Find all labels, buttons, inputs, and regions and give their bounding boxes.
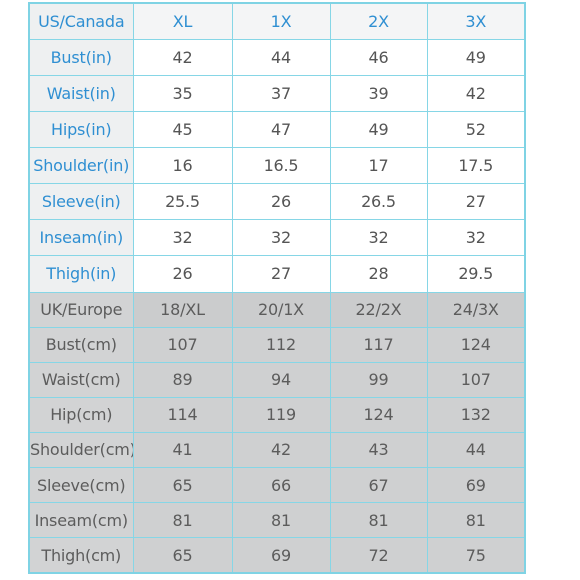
- table-cell: 32: [329, 219, 428, 257]
- row-label: Waist(cm): [28, 361, 134, 398]
- uk-size-222x-header: 22/2X: [329, 291, 428, 328]
- table-cell: 26: [132, 255, 233, 293]
- table-cell: 28: [329, 255, 428, 293]
- row-label: Shoulder(cm): [28, 431, 134, 469]
- table-cell: 32: [132, 219, 233, 257]
- uk-bust-row: Bust(cm) 107 112 117 124: [28, 326, 526, 363]
- table-cell: 81: [231, 502, 331, 539]
- table-cell: 75: [426, 537, 526, 574]
- row-label: Thigh(cm): [28, 537, 134, 574]
- us-sleeve-row: Sleeve(in) 25.5 26 26.5 27: [28, 183, 526, 221]
- row-label: Bust(in): [28, 38, 134, 76]
- table-cell: 65: [132, 467, 233, 504]
- size-chart-table: US/Canada XL 1X 2X 3X Bust(in) 42 44 46 …: [28, 2, 526, 574]
- row-label: Waist(in): [28, 74, 134, 112]
- uk-shoulder-row: Shoulder(cm) 41 42 43 44: [28, 431, 526, 469]
- uk-thigh-row: Thigh(cm) 65 69 72 75: [28, 537, 526, 574]
- table-cell: 46: [329, 38, 428, 76]
- size-chart-body: US/Canada XL 1X 2X 3X Bust(in) 42 44 46 …: [28, 2, 526, 574]
- row-label: Hips(in): [28, 110, 134, 149]
- uk-region-label: UK/Europe: [28, 291, 134, 328]
- table-cell: 29.5: [426, 255, 526, 293]
- table-cell: 25.5: [132, 183, 233, 221]
- uk-hip-row: Hip(cm) 114 119 124 132: [28, 396, 526, 433]
- row-label: Inseam(cm): [28, 502, 134, 539]
- table-cell: 52: [426, 110, 526, 149]
- table-cell: 27: [426, 183, 526, 221]
- table-cell: 32: [231, 219, 331, 257]
- table-cell: 17: [329, 146, 428, 185]
- table-cell: 67: [329, 467, 428, 504]
- table-cell: 42: [426, 74, 526, 112]
- table-cell: 69: [231, 537, 331, 574]
- table-cell: 112: [231, 326, 331, 363]
- row-label: Inseam(in): [28, 219, 134, 257]
- table-cell: 37: [231, 74, 331, 112]
- uk-size-243x-header: 24/3X: [426, 291, 526, 328]
- us-size-3x-header: 3X: [426, 2, 526, 40]
- row-label: Thigh(in): [28, 255, 134, 293]
- table-cell: 124: [329, 396, 428, 433]
- table-cell: 44: [231, 38, 331, 76]
- row-label: Shoulder(in): [28, 146, 134, 185]
- us-header-row: US/Canada XL 1X 2X 3X: [28, 2, 526, 40]
- row-label: Sleeve(cm): [28, 467, 134, 504]
- table-cell: 42: [231, 431, 331, 469]
- table-cell: 26.5: [329, 183, 428, 221]
- table-cell: 47: [231, 110, 331, 149]
- table-cell: 35: [132, 74, 233, 112]
- us-inseam-row: Inseam(in) 32 32 32 32: [28, 219, 526, 257]
- table-cell: 44: [426, 431, 526, 469]
- row-label: Sleeve(in): [28, 183, 134, 221]
- table-cell: 27: [231, 255, 331, 293]
- table-cell: 107: [132, 326, 233, 363]
- table-cell: 72: [329, 537, 428, 574]
- table-cell: 42: [132, 38, 233, 76]
- table-cell: 81: [132, 502, 233, 539]
- us-size-2x-header: 2X: [329, 2, 428, 40]
- table-cell: 81: [329, 502, 428, 539]
- uk-inseam-row: Inseam(cm) 81 81 81 81: [28, 502, 526, 539]
- uk-header-row: UK/Europe 18/XL 20/1X 22/2X 24/3X: [28, 291, 526, 328]
- table-cell: 117: [329, 326, 428, 363]
- uk-sleeve-row: Sleeve(cm) 65 66 67 69: [28, 467, 526, 504]
- table-cell: 49: [426, 38, 526, 76]
- us-waist-row: Waist(in) 35 37 39 42: [28, 74, 526, 112]
- table-cell: 16: [132, 146, 233, 185]
- table-cell: 17.5: [426, 146, 526, 185]
- table-cell: 99: [329, 361, 428, 398]
- us-hips-row: Hips(in) 45 47 49 52: [28, 110, 526, 149]
- uk-size-201x-header: 20/1X: [231, 291, 331, 328]
- us-region-label: US/Canada: [28, 2, 134, 40]
- table-cell: 69: [426, 467, 526, 504]
- us-bust-row: Bust(in) 42 44 46 49: [28, 38, 526, 76]
- us-thigh-row: Thigh(in) 26 27 28 29.5: [28, 255, 526, 293]
- table-cell: 26: [231, 183, 331, 221]
- table-cell: 119: [231, 396, 331, 433]
- table-cell: 65: [132, 537, 233, 574]
- table-cell: 132: [426, 396, 526, 433]
- table-cell: 114: [132, 396, 233, 433]
- table-cell: 81: [426, 502, 526, 539]
- table-cell: 16.5: [231, 146, 331, 185]
- us-size-1x-header: 1X: [231, 2, 331, 40]
- table-cell: 66: [231, 467, 331, 504]
- table-cell: 49: [329, 110, 428, 149]
- table-cell: 43: [329, 431, 428, 469]
- us-size-xl-header: XL: [132, 2, 233, 40]
- table-cell: 41: [132, 431, 233, 469]
- row-label: Bust(cm): [28, 326, 134, 363]
- uk-waist-row: Waist(cm) 89 94 99 107: [28, 361, 526, 398]
- table-cell: 94: [231, 361, 331, 398]
- table-cell: 39: [329, 74, 428, 112]
- us-shoulder-row: Shoulder(in) 16 16.5 17 17.5: [28, 146, 526, 185]
- table-cell: 107: [426, 361, 526, 398]
- row-label: Hip(cm): [28, 396, 134, 433]
- table-cell: 32: [426, 219, 526, 257]
- table-cell: 89: [132, 361, 233, 398]
- table-cell: 45: [132, 110, 233, 149]
- table-cell: 124: [426, 326, 526, 363]
- uk-size-18xl-header: 18/XL: [132, 291, 233, 328]
